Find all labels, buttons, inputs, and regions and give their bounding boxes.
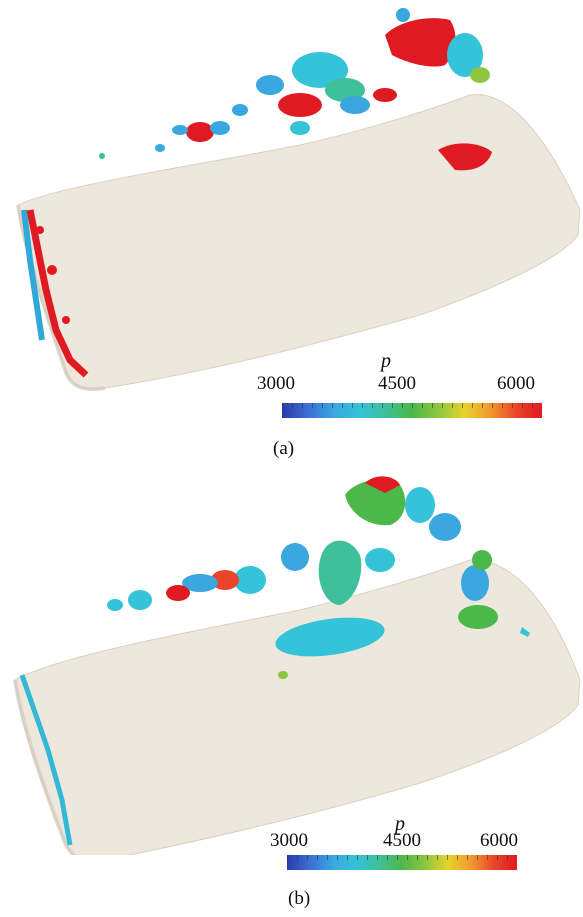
vortex-blobs bbox=[99, 8, 492, 171]
wing-scene-a bbox=[16, 8, 581, 391]
wing-scene-b bbox=[13, 476, 581, 855]
colorbar bbox=[287, 855, 517, 870]
wing-surface bbox=[14, 559, 581, 855]
colorbar-mid-label: 4500 bbox=[383, 830, 421, 851]
colorbar-min-label: 3000 bbox=[257, 373, 295, 394]
panel-caption: (a) bbox=[273, 438, 295, 459]
colorbar-mid-label: 4500 bbox=[378, 373, 416, 394]
panel-caption: (b) bbox=[288, 888, 311, 909]
vortex-blobs bbox=[107, 476, 530, 679]
colorbar-min-label: 3000 bbox=[270, 830, 308, 851]
panel-a: p 3000 4500 6000 (a) bbox=[16, 8, 581, 459]
panel-b: p 3000 4500 6000 (b) bbox=[0, 465, 583, 917]
colorbar-max-label: 6000 bbox=[480, 830, 518, 851]
colorbar-ticks bbox=[282, 403, 542, 408]
colorbar-variable-label: p bbox=[395, 813, 405, 835]
colorbar-ticks bbox=[287, 855, 517, 860]
wing-surface bbox=[17, 93, 581, 390]
colorbar bbox=[282, 403, 542, 418]
colorbar-max-label: 6000 bbox=[497, 373, 535, 394]
leading-edge-vortex bbox=[21, 209, 89, 378]
colorbar-variable-label: p bbox=[381, 350, 391, 372]
leading-edge-vortex bbox=[19, 674, 73, 846]
